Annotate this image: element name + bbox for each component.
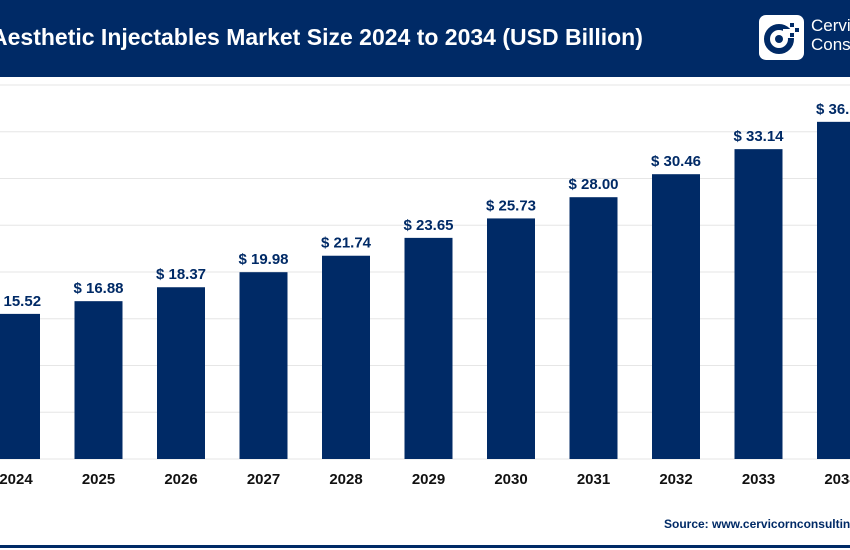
header-banner: Aesthetic Injectables Market Size 2024 t…: [0, 0, 850, 77]
bar-2029: [404, 237, 453, 459]
cervicorn-logo-icon: [759, 15, 804, 60]
data-label-2026: $ 18.37: [156, 266, 206, 283]
bar-chart: $ 15.52 2024 $ 16.88 2025 $ 18.37 2026 $ 19.98…: [0, 84, 850, 488]
data-label-2029: $ 23.65: [403, 217, 453, 234]
data-label-2032: $ 30.46: [651, 153, 701, 170]
x-tick-label-2028: 2028: [329, 471, 362, 488]
bar-2024: [0, 313, 40, 459]
chart-title: Aesthetic Injectables Market Size 2024 t…: [0, 24, 643, 50]
bar-2033: [734, 149, 783, 459]
bar-2028: [322, 255, 370, 459]
bar-2034: [817, 121, 850, 460]
x-tick-label-2034: 2034: [824, 471, 850, 488]
source-note: Source: www.cervicornconsulting.com: [664, 517, 850, 531]
data-label-2031: $ 28.00: [568, 176, 618, 193]
x-tick-label-2024: 2024: [0, 471, 33, 488]
x-tick-label-2027: 2027: [247, 471, 280, 488]
bottom-rule: [0, 545, 850, 548]
logo-line-2: Consulting: [811, 35, 850, 54]
data-label-2025: $ 16.88: [73, 280, 123, 297]
bar-2027: [239, 272, 288, 459]
data-label-2028: $ 21.74: [321, 235, 372, 252]
data-label-2027: $ 19.98: [238, 251, 288, 268]
x-tick-label-2033: 2033: [742, 471, 775, 488]
logo-wordmark: Cervicorn Consulting: [811, 16, 850, 54]
data-label-2034: $ 36.06: [816, 101, 850, 118]
data-label-2024: $ 15.52: [0, 293, 41, 310]
bar-2025: [74, 301, 123, 459]
bar-2031: [569, 197, 618, 459]
x-tick-label-2025: 2025: [82, 471, 115, 488]
x-tick-label-2030: 2030: [494, 471, 527, 488]
data-label-2030: $ 25.73: [486, 197, 536, 214]
bar-2026: [157, 287, 205, 459]
x-tick-label-2026: 2026: [164, 471, 197, 488]
data-label-2033: $ 33.14: [733, 128, 784, 145]
x-tick-label-2029: 2029: [412, 471, 445, 488]
x-tick-label-2031: 2031: [577, 471, 610, 488]
bar-2032: [652, 174, 700, 459]
x-tick-label-2032: 2032: [659, 471, 692, 488]
bar-2030: [487, 218, 535, 459]
logo-line-1: Cervicorn: [811, 16, 850, 35]
